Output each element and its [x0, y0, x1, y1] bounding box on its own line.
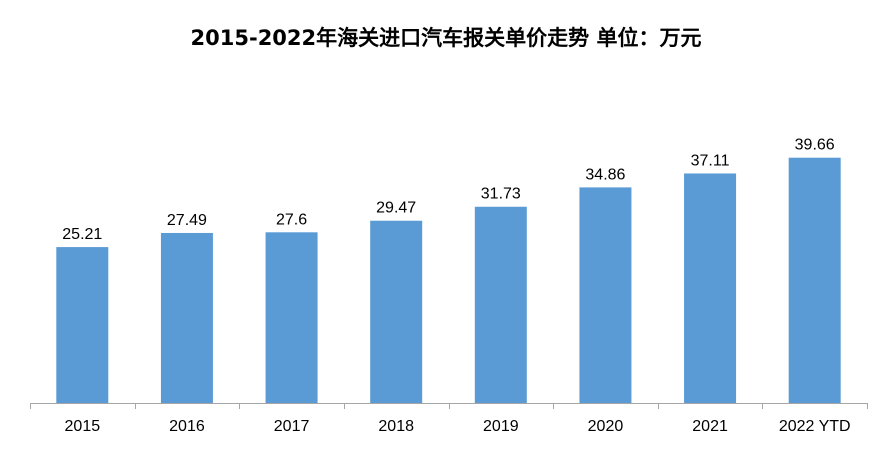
data-label: 31.73 [481, 186, 521, 203]
x-tick-label: 2015 [65, 418, 101, 435]
x-tick-label: 2022 YTD [779, 418, 851, 435]
data-label: 37.11 [691, 152, 730, 169]
chart-title: 2015-2022年海关进口汽车报关单价走势 单位：万元 [190, 26, 702, 50]
x-tick-labels-group: 2015 2016 2017 2018 2019 2020 2021 2022 YTD [65, 418, 851, 435]
bar-2019 [474, 206, 527, 403]
x-tick-label: 2016 [169, 418, 205, 435]
bars-group [56, 157, 841, 403]
data-label: 39.66 [795, 137, 835, 154]
x-tick-label: 2020 [588, 418, 624, 435]
x-tick-label: 2019 [483, 418, 519, 435]
x-axis-ticks [30, 403, 868, 409]
bar-2022-ytd [788, 157, 841, 403]
bar-2017 [265, 232, 318, 403]
bar-2015 [56, 247, 109, 403]
bar-2018 [370, 220, 423, 403]
data-label: 34.86 [585, 166, 625, 183]
data-label: 25.21 [62, 226, 102, 243]
data-labels-group: 25.21 27.49 27.6 29.47 31.73 34.86 37.11 39.66 [62, 137, 835, 243]
x-tick-label: 2018 [378, 418, 414, 435]
data-label: 27.6 [276, 211, 307, 228]
x-tick-label: 2021 [692, 418, 728, 435]
data-label: 29.47 [376, 200, 416, 217]
bar-2021 [684, 173, 737, 403]
bar-2020 [579, 187, 632, 403]
x-tick-label: 2017 [274, 418, 310, 435]
bar-2016 [160, 232, 213, 403]
data-label: 27.49 [167, 212, 207, 229]
